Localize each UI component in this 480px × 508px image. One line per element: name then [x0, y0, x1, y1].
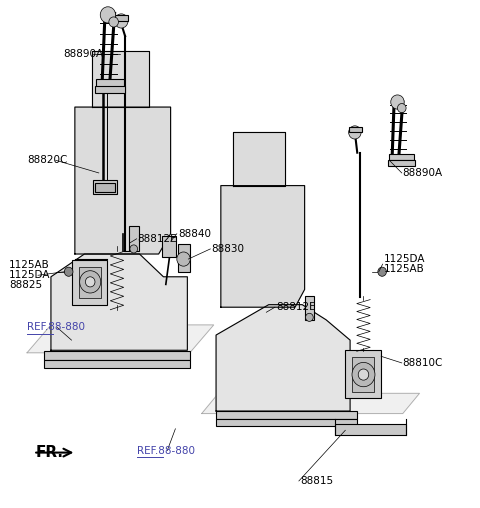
Polygon shape	[27, 325, 214, 353]
Circle shape	[177, 252, 190, 266]
Bar	[349, 127, 361, 133]
Text: 1125AB: 1125AB	[9, 260, 50, 270]
Text: 1125DA: 1125DA	[384, 254, 425, 264]
Circle shape	[391, 95, 404, 109]
Circle shape	[378, 267, 386, 276]
Text: 88812E: 88812E	[137, 234, 177, 244]
Text: REF.88-880: REF.88-880	[27, 323, 85, 332]
Bar	[115, 15, 128, 21]
Circle shape	[100, 7, 116, 23]
Bar	[335, 424, 406, 435]
Circle shape	[85, 277, 95, 287]
Circle shape	[306, 313, 313, 322]
Polygon shape	[216, 305, 350, 411]
Bar	[388, 160, 415, 166]
Circle shape	[109, 17, 119, 27]
Text: 88812E: 88812E	[276, 302, 315, 312]
Bar	[389, 154, 414, 161]
Circle shape	[352, 362, 375, 387]
FancyArrowPatch shape	[36, 449, 71, 457]
Bar	[44, 351, 190, 360]
Text: 88825: 88825	[9, 280, 42, 291]
Bar	[345, 350, 381, 398]
Bar	[216, 411, 357, 419]
Text: FR.: FR.	[35, 445, 63, 460]
Bar	[79, 267, 101, 298]
Bar	[305, 296, 314, 320]
Polygon shape	[221, 185, 305, 307]
Polygon shape	[92, 51, 149, 107]
Bar	[351, 357, 374, 392]
Circle shape	[130, 245, 138, 253]
Text: 88815: 88815	[300, 476, 333, 486]
Bar	[178, 244, 190, 272]
Bar	[95, 182, 115, 192]
Text: 88840: 88840	[178, 229, 211, 239]
Circle shape	[348, 126, 361, 139]
Text: 88830: 88830	[211, 244, 244, 254]
Text: 88810C: 88810C	[403, 358, 443, 368]
Bar	[93, 180, 118, 194]
Text: REF.88-880: REF.88-880	[137, 446, 195, 456]
Polygon shape	[202, 393, 420, 414]
Bar	[96, 79, 124, 87]
Bar	[129, 226, 139, 251]
Circle shape	[80, 271, 101, 293]
Text: 88890A: 88890A	[403, 168, 443, 178]
Text: 1125DA: 1125DA	[9, 270, 51, 280]
Circle shape	[64, 267, 73, 276]
Text: 88890A: 88890A	[63, 49, 103, 59]
Circle shape	[397, 104, 406, 113]
Text: 88820C: 88820C	[27, 155, 67, 165]
Bar	[44, 360, 190, 368]
Circle shape	[358, 369, 369, 380]
Bar	[216, 419, 357, 426]
Polygon shape	[75, 107, 170, 254]
Circle shape	[115, 14, 128, 28]
Text: 1125AB: 1125AB	[384, 264, 424, 274]
Bar	[162, 236, 176, 257]
Polygon shape	[233, 133, 286, 185]
Polygon shape	[51, 254, 187, 350]
Bar	[72, 260, 107, 305]
Bar	[96, 86, 125, 93]
